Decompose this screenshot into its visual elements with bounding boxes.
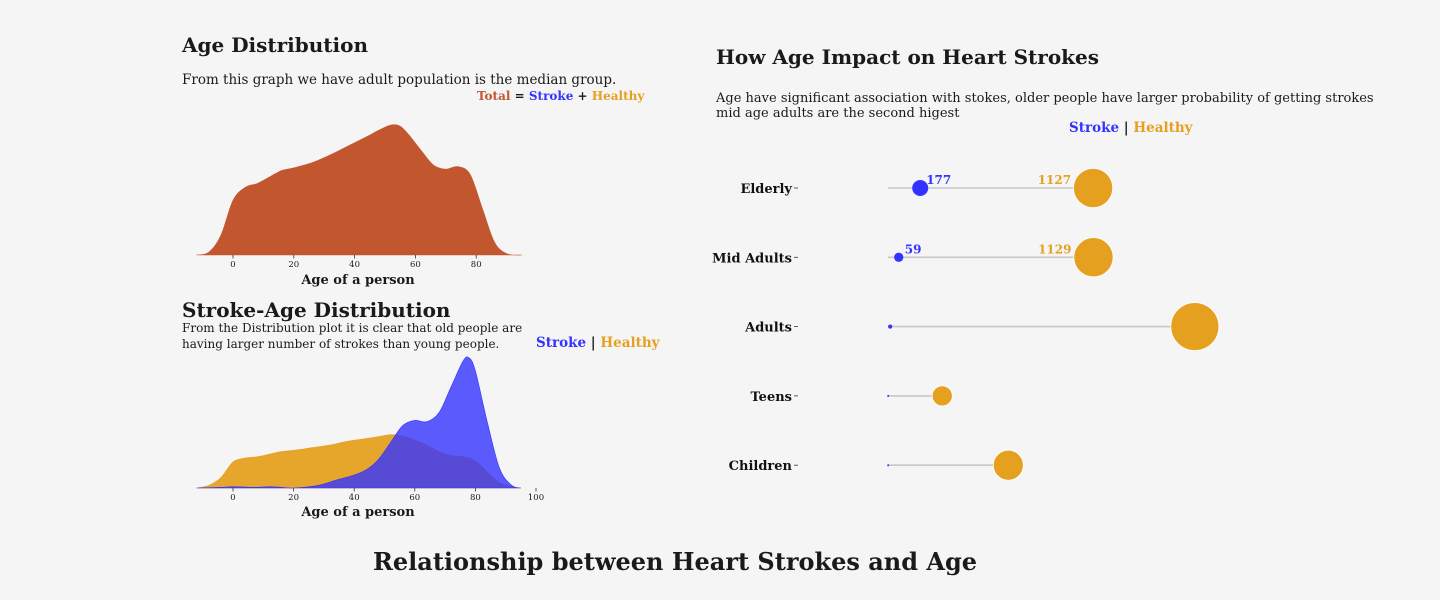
x-tick-label: 100 xyxy=(528,493,544,503)
age-distribution-xlabel: Age of a person xyxy=(300,273,415,288)
legend-plus: + xyxy=(577,89,588,103)
category-label: Adults xyxy=(744,321,792,336)
x-tick-label: 0 xyxy=(230,260,235,270)
legend-total: Total xyxy=(477,89,511,103)
healthy-point xyxy=(1073,167,1114,209)
legend-healthy: Healthy xyxy=(600,335,660,351)
x-tick-label: 20 xyxy=(288,493,299,503)
total-area xyxy=(196,124,522,256)
age-distribution-legend: Total = Stroke + Healthy xyxy=(477,89,644,103)
stroke-age-legend: Stroke | Healthy xyxy=(536,335,660,351)
stroke-point xyxy=(888,324,893,329)
x-tick-label: 80 xyxy=(470,493,481,503)
x-tick-label: 60 xyxy=(410,260,421,270)
stroke-point xyxy=(887,394,890,397)
legend-stroke: Stroke xyxy=(1069,120,1120,136)
legend-healthy: Healthy xyxy=(1133,120,1193,136)
stroke-age-subtitle-line2: having larger number of strokes than you… xyxy=(182,337,500,351)
legend-equals: = xyxy=(514,89,525,103)
category-label: Teens xyxy=(751,390,793,405)
x-tick-label: 0 xyxy=(230,493,235,503)
legend-separator: | xyxy=(1123,120,1129,136)
healthy-value-label: 1129 xyxy=(1038,242,1071,256)
stroke-value-label: 177 xyxy=(926,173,951,187)
stroke-area xyxy=(196,356,521,489)
age-impact-title: How Age Impact on Heart Strokes xyxy=(716,45,1100,69)
stroke-point xyxy=(912,180,929,196)
stroke-value-label: 59 xyxy=(905,242,922,256)
legend-stroke: Stroke xyxy=(528,89,574,103)
x-tick-label: 80 xyxy=(471,260,482,270)
stroke-age-subtitle-line1: From the Distribution plot it is clear t… xyxy=(182,321,523,335)
x-tick-label: 60 xyxy=(409,493,420,503)
main-title: Relationship between Heart Strokes and A… xyxy=(372,547,978,576)
age-distribution-subtitle: From this graph we have adult population… xyxy=(182,72,617,88)
age-impact-subtitle-line1: Age have significant association with st… xyxy=(716,91,1374,106)
x-tick-label: 40 xyxy=(349,260,360,270)
healthy-point xyxy=(931,385,953,407)
category-label: Elderly xyxy=(740,182,792,197)
legend-healthy: Healthy xyxy=(591,89,645,103)
stroke-point xyxy=(894,252,904,262)
age-distribution-title: Age Distribution xyxy=(182,33,369,57)
stroke-age-chart: 0 20 40 60 80 100 Age of a person xyxy=(196,356,544,520)
stroke-age-title: Stroke-Age Distribution xyxy=(182,298,451,322)
stroke-age-subtitle: From the Distribution plot it is clear t… xyxy=(182,321,522,352)
legend-separator: | xyxy=(590,335,596,351)
x-tick-label: 40 xyxy=(349,493,360,503)
healthy-point xyxy=(1170,302,1220,352)
healthy-point xyxy=(1073,237,1114,278)
healthy-value-label: 1127 xyxy=(1038,173,1071,187)
stroke-point xyxy=(887,464,890,467)
age-distribution-chart: 0 20 40 60 80 Age of a person xyxy=(196,124,522,288)
healthy-point xyxy=(992,449,1024,481)
age-impact-legend: Stroke | Healthy xyxy=(1069,120,1193,136)
age-impact-subtitle-line2: mid age adults are the second higest xyxy=(716,106,960,121)
x-tick-label: 20 xyxy=(288,260,299,270)
stroke-age-xlabel: Age of a person xyxy=(300,505,415,520)
age-impact-chart: Elderly Mid Adults Adults Teens Children 177 1… xyxy=(712,167,1220,481)
category-label: Mid Adults xyxy=(712,251,792,266)
category-label: Children xyxy=(729,459,793,474)
legend-stroke: Stroke xyxy=(536,335,587,351)
age-impact-subtitle: Age have significant association with st… xyxy=(716,91,1374,121)
